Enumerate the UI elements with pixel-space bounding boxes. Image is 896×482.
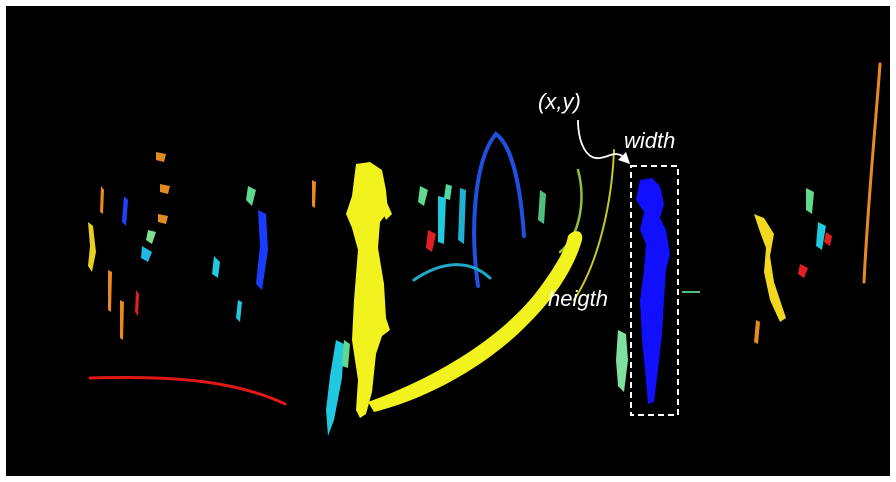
segment-orange-left-4	[160, 184, 170, 194]
segment-red-right-2	[824, 232, 832, 246]
segment-blue-arc	[472, 131, 526, 288]
segment-cyan-left-2	[212, 256, 220, 278]
segment-yellow-left	[88, 222, 96, 272]
segment-blue-left	[122, 196, 128, 226]
segment-orange-left-6	[120, 300, 124, 340]
segment-green-lower	[342, 340, 350, 368]
segment-green-mid-2	[444, 184, 452, 200]
segment-yellow-person-arm	[376, 196, 392, 220]
segment-orange-left	[100, 186, 104, 214]
middle-fragments	[312, 180, 466, 252]
segment-green-left	[146, 230, 156, 244]
segment-red-right	[798, 264, 808, 278]
segment-green-right	[806, 188, 814, 214]
segment-green-mid	[418, 186, 428, 206]
segment-orange-left-3	[156, 152, 166, 162]
segment-cyan-left	[141, 246, 152, 262]
bounding-box	[630, 165, 679, 416]
segment-blue-person	[636, 178, 670, 404]
origin-label: (x,y)	[538, 89, 581, 114]
segment-yellow-sweep	[368, 231, 583, 412]
height-label: heigth	[548, 286, 608, 311]
segment-red-mid	[426, 230, 436, 252]
segment-red-ground	[88, 375, 287, 406]
segment-cyan-right	[816, 222, 826, 250]
segment-cyan-lower-left	[326, 340, 344, 436]
width-label: width	[624, 128, 675, 153]
black-background	[6, 6, 890, 476]
segment-yellow-right-person	[754, 214, 786, 322]
segment-blue-left-2	[256, 210, 268, 290]
left-fragments	[88, 152, 268, 340]
origin-arrowhead	[618, 152, 630, 164]
segment-green-small	[538, 190, 546, 224]
segment-cyan-curve	[412, 263, 492, 282]
origin-arrow	[577, 119, 627, 159]
segment-orange-mid	[312, 180, 316, 208]
segment-cyan-mid	[438, 196, 446, 244]
segment-orange-left-2	[108, 270, 112, 312]
segment-cyan-mid-2	[458, 188, 466, 244]
segment-green-left-2	[246, 186, 256, 206]
segment-orange-right-line	[862, 62, 882, 284]
segment-orange-left-5	[158, 214, 168, 224]
segment-yellow-thin-curve	[573, 149, 615, 301]
segment-green-figure	[616, 330, 628, 392]
segment-yellow-person	[346, 162, 390, 418]
segment-red-left	[135, 290, 139, 316]
segment-cyan-left-3	[236, 300, 242, 322]
segment-orange-right	[754, 320, 760, 344]
